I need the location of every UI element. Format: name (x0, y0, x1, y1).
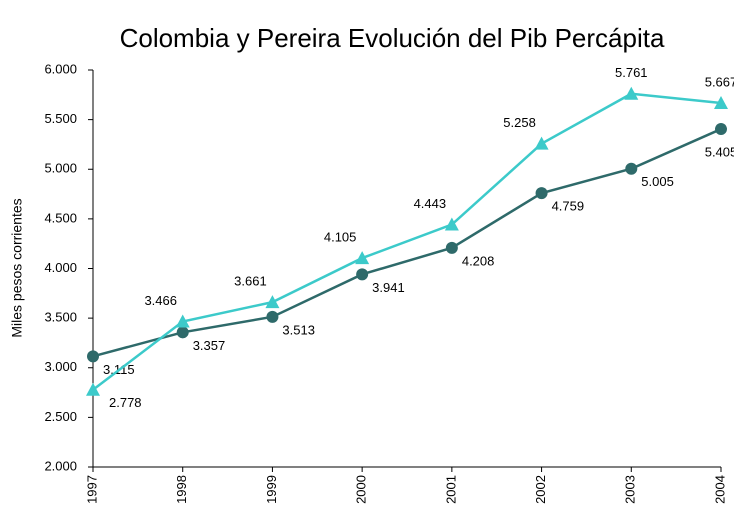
y-tick-label: 6.000 (44, 61, 77, 76)
data-label: 4.208 (462, 253, 495, 268)
y-tick-label: 3.500 (44, 310, 77, 325)
data-label: 3.661 (234, 274, 267, 289)
x-tick-label: 2004 (712, 475, 727, 504)
y-tick-label: 3.000 (44, 359, 77, 374)
data-label: 4.443 (414, 196, 447, 211)
x-tick-label: 1997 (84, 475, 99, 504)
marker (266, 310, 279, 323)
data-label: 3.941 (372, 280, 405, 295)
y-tick-label: 4.000 (44, 260, 77, 275)
data-label: 4.105 (324, 230, 357, 245)
marker (355, 251, 370, 265)
x-tick-label: 1999 (264, 475, 279, 504)
marker (265, 295, 280, 309)
data-label: 5.258 (503, 115, 536, 130)
x-tick-label: 1998 (174, 475, 189, 504)
marker (715, 123, 727, 136)
y-tick-label: 2.000 (44, 458, 77, 473)
data-label: 2.778 (109, 395, 142, 410)
y-tick-label: 4.500 (44, 210, 77, 225)
marker (356, 268, 369, 281)
marker (176, 326, 189, 339)
marker (86, 382, 100, 396)
marker (625, 162, 638, 175)
data-label: 4.759 (552, 199, 585, 214)
x-tick-label: 2002 (533, 475, 548, 504)
marker (534, 136, 549, 150)
marker (444, 217, 459, 231)
marker (535, 187, 548, 200)
data-label: 5.005 (641, 174, 674, 189)
data-label: 3.357 (193, 338, 226, 353)
x-tick-label: 2003 (623, 475, 638, 504)
marker (87, 350, 99, 363)
marker (445, 241, 458, 254)
marker (175, 314, 190, 328)
y-axis-label: Miles pesos corrientes (9, 198, 25, 337)
marker (624, 86, 639, 100)
marker (714, 96, 728, 110)
data-label: 3.513 (282, 322, 315, 337)
y-tick-label: 5.000 (44, 161, 77, 176)
chart-title: Colombia y Pereira Evolución del Pib Per… (120, 23, 665, 53)
data-label: 5.405 (705, 144, 734, 159)
series-line (92, 92, 722, 391)
y-tick-label: 2.500 (44, 409, 77, 424)
series-line (92, 127, 722, 358)
data-label: 3.466 (144, 293, 177, 308)
data-label: 5.667 (705, 74, 734, 89)
y-tick-label: 5.500 (44, 111, 77, 126)
data-label: 5.761 (615, 65, 648, 80)
x-tick-label: 2000 (354, 475, 369, 504)
x-tick-label: 2001 (443, 475, 458, 504)
